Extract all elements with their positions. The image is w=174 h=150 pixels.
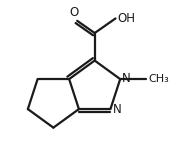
Text: N: N xyxy=(113,103,121,116)
Text: N: N xyxy=(122,72,131,85)
Text: OH: OH xyxy=(118,12,136,25)
Text: O: O xyxy=(69,6,78,19)
Text: CH₃: CH₃ xyxy=(148,74,169,84)
